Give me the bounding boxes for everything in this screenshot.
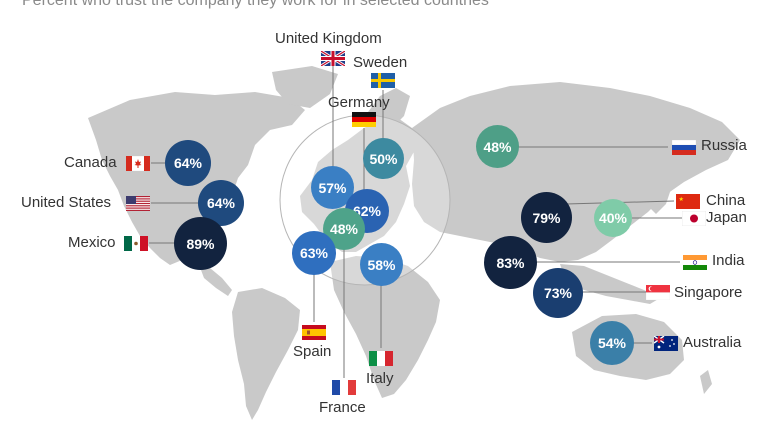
australia-bubble: 54% [590,321,634,365]
australia-flag-icon [654,336,678,351]
china-bubble: 79% [521,192,572,243]
singapore-bubble: 73% [533,268,583,318]
scandinavia-shape [368,88,410,130]
germany-flag-icon [352,112,376,127]
germany-label: Germany [328,94,390,111]
japan-flag-icon [682,211,706,226]
mexico-bubble: 89% [174,217,227,270]
subtitle: Percent who trust the company they work … [22,0,489,9]
france-flag-icon [332,380,356,395]
greenland-shape [272,66,338,108]
usa-bubble: 64% [198,180,244,226]
uk-flag-icon [321,51,345,66]
japan-label: Japan [706,209,747,226]
southeast-asia-shape [560,264,660,304]
central-america-shape [198,262,232,296]
sweden-bubble: 50% [363,138,404,179]
france-label: France [319,399,366,416]
spain-flag-icon [302,325,326,340]
usa-label: United States [21,194,112,211]
spain-label: Spain [293,343,332,360]
sweden-flag-icon [371,73,395,88]
japan-shape [648,178,672,214]
china-flag-icon: ★ [676,194,700,209]
asia-shape [412,82,740,262]
south-america-shape [232,288,300,420]
new-zealand-shape [700,370,712,394]
africa-shape [330,256,440,398]
russia-label: Russia [701,137,747,154]
india-label: India [712,252,745,269]
mexico-flag-icon [124,236,148,251]
italy-label: Italy [366,370,394,387]
china-label: China [706,192,746,209]
india-bubble: 83% [484,236,537,289]
canada-label: Canada [64,154,117,171]
svg-text:★: ★ [679,196,684,203]
canada-bubble: 64% [165,140,211,186]
uk-label: United Kingdom [275,30,382,47]
canada-flag-icon [126,156,150,171]
usa-flag-icon [126,196,150,211]
italy-bubble: 58% [360,243,403,286]
singapore-flag-icon [646,285,670,300]
russia-flag-icon [672,140,696,155]
india-flag-icon [683,255,707,270]
mexico-label: Mexico [68,234,116,251]
spain-bubble: 63% [292,231,336,275]
sweden-label: Sweden [353,54,408,71]
australia-label: Australia [683,334,742,351]
singapore-label: Singapore [674,284,743,301]
russia-bubble: 48% [476,125,519,168]
japan-bubble: 40% [594,199,632,237]
italy-flag-icon [369,351,393,366]
